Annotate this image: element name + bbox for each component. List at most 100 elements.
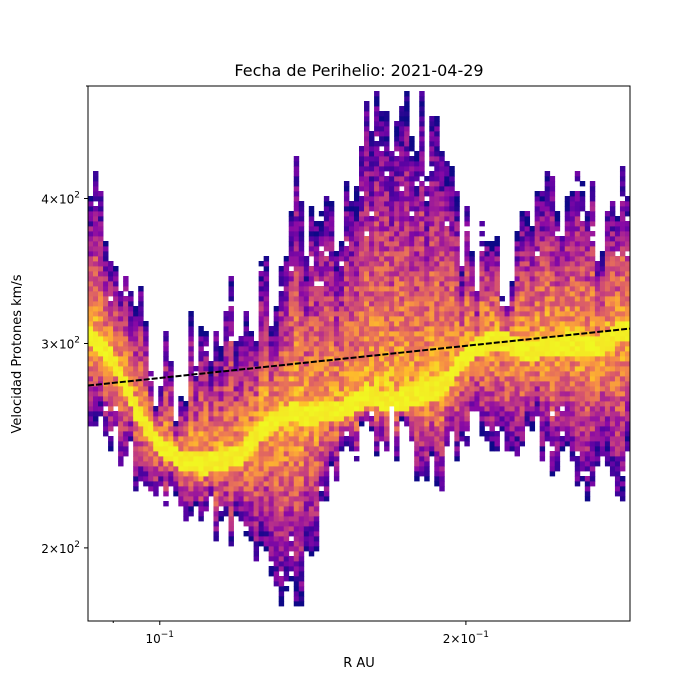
heatmap-cell <box>303 326 310 332</box>
heatmap-cell <box>188 471 194 477</box>
heatmap-cell <box>188 501 194 507</box>
heatmap-cell <box>108 436 114 442</box>
heatmap-cell <box>348 296 355 302</box>
heatmap-cell <box>128 306 134 312</box>
heatmap-cell <box>168 431 174 437</box>
heatmap-cell <box>253 376 260 382</box>
heatmap-cell <box>133 386 139 392</box>
heatmap-cell <box>384 206 390 212</box>
heatmap-cell <box>439 431 445 437</box>
heatmap-cell <box>444 171 450 177</box>
heatmap-cell <box>318 276 325 282</box>
heatmap-cell <box>564 311 571 317</box>
heatmap-cell <box>489 261 495 267</box>
heatmap-cell <box>218 441 224 447</box>
heatmap-cell <box>293 216 300 222</box>
heatmap-cell <box>469 261 475 267</box>
heatmap-cell <box>374 306 380 312</box>
heatmap-cell <box>379 221 385 227</box>
heatmap-cell <box>308 421 315 427</box>
heatmap-cell <box>589 446 596 452</box>
heatmap-cell <box>384 226 390 232</box>
heatmap-cell <box>323 296 330 302</box>
heatmap-cell <box>243 311 249 317</box>
heatmap-cell <box>223 511 229 517</box>
heatmap-cell <box>338 391 345 397</box>
heatmap-cell <box>188 481 194 487</box>
heatmap-cell <box>429 241 435 247</box>
heatmap-cell <box>93 271 99 277</box>
heatmap-cell <box>424 331 430 337</box>
heatmap-cell <box>519 401 526 407</box>
heatmap-cell <box>539 296 546 302</box>
heatmap-cell <box>389 151 395 157</box>
heatmap-cell <box>313 356 320 362</box>
heatmap-cell <box>559 311 566 317</box>
heatmap-cell <box>414 151 420 157</box>
heatmap-cell <box>298 521 305 527</box>
heatmap-cell <box>318 406 325 412</box>
heatmap-cell <box>444 316 450 322</box>
heatmap-cell <box>98 201 104 207</box>
heatmap-cell <box>293 466 300 472</box>
heatmap-cell <box>384 296 390 302</box>
heatmap-cell <box>303 391 310 397</box>
heatmap-cell <box>298 401 305 407</box>
heatmap-cell <box>599 271 606 277</box>
heatmap-cell <box>379 426 385 432</box>
heatmap-cell <box>333 316 340 322</box>
heatmap-cell <box>198 356 204 362</box>
heatmap-cell <box>509 351 515 357</box>
heatmap-cell <box>353 226 360 232</box>
heatmap-cell <box>364 131 370 137</box>
heatmap-cell <box>253 506 260 512</box>
heatmap-cell <box>178 501 184 507</box>
heatmap-cell <box>524 276 531 282</box>
heatmap-cell <box>559 316 566 322</box>
heatmap-cell <box>303 296 310 302</box>
heatmap-cell <box>218 346 224 352</box>
heatmap-cell <box>439 376 445 382</box>
heatmap-cell <box>298 206 305 212</box>
heatmap-cell <box>208 396 214 402</box>
chart-title: Fecha de Perihelio: 2021-04-29 <box>234 61 483 80</box>
heatmap-cell <box>268 466 275 472</box>
heatmap-cell <box>544 436 551 442</box>
heatmap-cell <box>258 381 265 387</box>
heatmap-cell <box>564 286 571 292</box>
heatmap-cell <box>143 396 149 402</box>
heatmap-cell <box>469 306 475 312</box>
heatmap-cell <box>394 396 400 402</box>
heatmap-cell <box>429 286 435 292</box>
heatmap-cell <box>138 426 144 432</box>
heatmap-cell <box>574 466 581 472</box>
heatmap-cell <box>333 286 340 292</box>
heatmap-cell <box>609 346 616 352</box>
heatmap-cell <box>198 361 204 367</box>
heatmap-cell <box>584 311 591 317</box>
heatmap-cell <box>243 461 249 467</box>
heatmap-cell <box>379 236 385 242</box>
heatmap-cell <box>559 416 566 422</box>
heatmap-cell <box>318 436 325 442</box>
heatmap-cell <box>554 256 561 262</box>
heatmap-cell <box>263 476 270 482</box>
heatmap-cell <box>238 401 244 407</box>
heatmap-cell <box>534 376 541 382</box>
heatmap-cell <box>479 306 485 312</box>
heatmap-cell <box>283 551 290 557</box>
heatmap-cell <box>238 456 244 462</box>
heatmap-cell <box>303 316 310 322</box>
heatmap-cell <box>609 361 616 367</box>
heatmap-cell <box>559 346 566 352</box>
heatmap-cell <box>278 276 285 282</box>
heatmap-cell <box>364 271 370 277</box>
heatmap-cell <box>439 291 445 297</box>
heatmap-cell <box>564 381 571 387</box>
heatmap-cell <box>379 416 385 422</box>
heatmap-cell <box>454 391 460 397</box>
heatmap-cell <box>278 356 285 362</box>
heatmap-cell <box>248 381 255 387</box>
heatmap-cell <box>158 456 164 462</box>
heatmap-cell <box>589 241 596 247</box>
